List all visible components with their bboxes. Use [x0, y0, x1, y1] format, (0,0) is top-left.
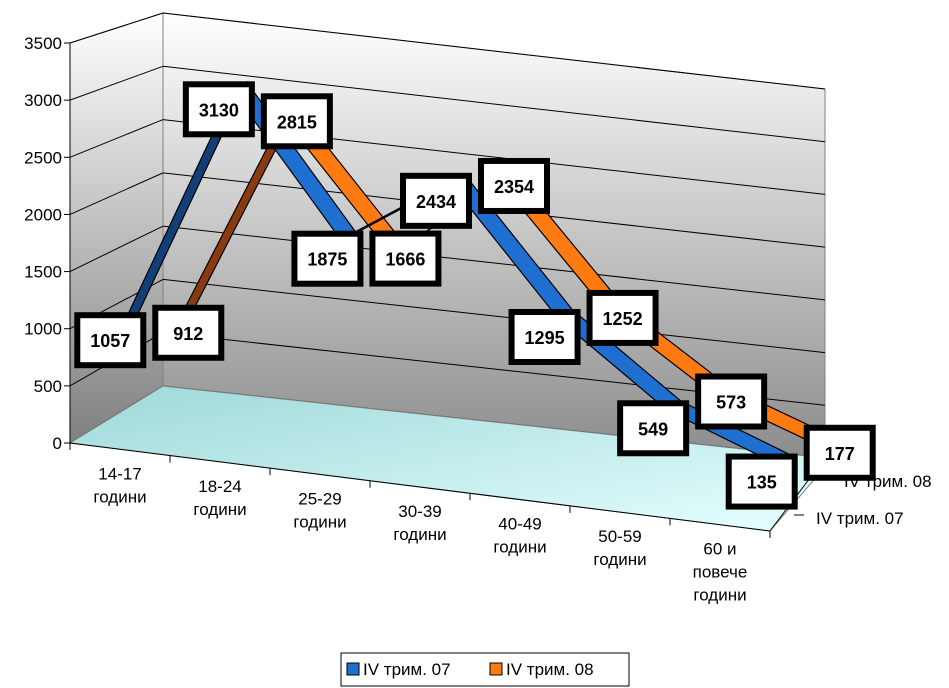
gridline-side: [69, 65, 164, 101]
data-label-box: [74, 312, 147, 369]
data-label-box: [291, 230, 364, 287]
data-label: 2354: [478, 157, 550, 214]
data-label-text: 177: [825, 444, 855, 464]
y-tick-label: 1000: [24, 320, 62, 339]
gridline-back: [162, 65, 826, 143]
x-tick-label: 30-39 години: [393, 502, 446, 544]
legend-swatch: [489, 662, 503, 676]
data-label: 1295: [508, 309, 581, 365]
x-tick-label: 25-29 години: [293, 489, 346, 531]
data-label-text: 1875: [307, 250, 347, 270]
gridline-back: [162, 12, 826, 90]
data-label: 2434: [400, 172, 472, 229]
gridline-side: [69, 12, 164, 44]
side-wall: [69, 12, 164, 444]
data-label-text: 573: [716, 393, 746, 413]
data-label: 1252: [586, 289, 659, 346]
data-label-text: 1295: [525, 328, 565, 348]
legend-swatch: [346, 662, 360, 676]
data-label: 573: [695, 373, 768, 430]
data-label: 177: [803, 424, 876, 481]
data-label-box: [478, 157, 550, 214]
legend-box: [340, 652, 630, 687]
data-label-text: 1666: [385, 250, 425, 270]
gridline-back: [162, 278, 826, 354]
data-label-text: 135: [747, 473, 777, 493]
data-label: 912: [152, 304, 225, 361]
data-label-text: 3130: [199, 100, 239, 120]
data-label-box: [369, 230, 442, 287]
y-tick-label: 1500: [24, 263, 62, 282]
x-tick-label: 60 и повече години: [693, 540, 748, 605]
x-tick-label: 14-17 години: [93, 464, 146, 506]
gridline-side: [69, 172, 164, 215]
data-label-text: 2354: [494, 177, 534, 197]
data-label-text: 1057: [90, 331, 130, 351]
data-label-box: [508, 309, 581, 365]
data-label-box: [260, 93, 333, 150]
x-axis-line: [69, 442, 771, 532]
data-label-text: 2434: [416, 192, 456, 212]
data-label-box: [152, 304, 225, 361]
legend-label: IV трим. 07: [363, 660, 451, 679]
gridline-side: [69, 119, 164, 158]
y-tick-label: 3500: [24, 34, 62, 53]
gridline-back: [162, 225, 826, 301]
data-labels: 1057 3130 1875 2434 1295 549 135 912 2815 1666 235…: [74, 81, 876, 510]
data-label: 3130: [182, 81, 255, 138]
data-label: 1057: [74, 312, 147, 369]
data-label: 1666: [369, 230, 442, 287]
data-label: 135: [725, 453, 798, 510]
data-label-box: [803, 424, 876, 481]
y-tick-label: 2000: [24, 205, 62, 224]
x-tick-label: 18-24 години: [193, 477, 246, 519]
data-label-text: 912: [173, 324, 203, 344]
data-label-box: [182, 81, 255, 138]
y-tick-label: 0: [53, 434, 62, 453]
y-tick-label: 2500: [24, 148, 62, 167]
legend-label: IV трим. 08: [506, 660, 594, 679]
legend: IV трим. 07 IV трим. 08: [340, 652, 630, 687]
data-label-box: [695, 373, 768, 430]
data-label-text: 2815: [277, 112, 317, 132]
data-label-box: [617, 400, 690, 457]
depth-tick-label: IV трим. 07: [816, 509, 904, 528]
x-tick-label: 40-49 години: [493, 515, 546, 557]
y-tick-label: 500: [34, 377, 62, 396]
gridline-side: [69, 225, 164, 273]
data-label-box: [725, 453, 798, 510]
data-label-box: [586, 289, 659, 346]
data-label: 2815: [260, 93, 333, 150]
data-label-text: 1252: [603, 309, 643, 329]
data-label-box: [400, 172, 472, 229]
x-tick-label: 50-59 години: [593, 527, 646, 569]
data-label: 1875: [291, 230, 364, 287]
data-label-text: 549: [638, 419, 668, 439]
data-label: 549: [617, 400, 690, 457]
y-tick-label: 3000: [24, 91, 62, 110]
